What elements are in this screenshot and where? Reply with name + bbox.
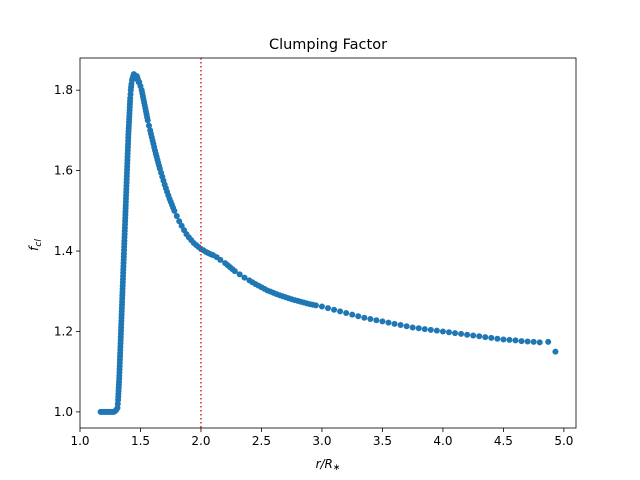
- data-point: [349, 311, 356, 318]
- data-point: [144, 117, 151, 124]
- data-point: [176, 218, 183, 225]
- data-point: [500, 336, 507, 343]
- data-point: [391, 320, 398, 327]
- data-point: [488, 334, 495, 341]
- data-point: [524, 338, 531, 345]
- y-tick-label: 1.0: [54, 405, 73, 419]
- data-point: [355, 313, 362, 320]
- data-point: [173, 213, 180, 220]
- data-point: [312, 302, 319, 309]
- data-point: [397, 322, 404, 329]
- data-point: [337, 308, 344, 315]
- data-point: [217, 256, 224, 263]
- data-point: [409, 324, 416, 331]
- data-point: [482, 334, 489, 341]
- data-point: [241, 274, 248, 281]
- data-point: [494, 335, 501, 342]
- data-point: [171, 207, 178, 214]
- data-point: [464, 331, 471, 338]
- data-point: [318, 303, 325, 310]
- x-tick-label: 4.0: [433, 434, 452, 448]
- x-tick-label: 5.0: [554, 434, 573, 448]
- data-point: [439, 328, 446, 335]
- y-axis-ticks: 1.0 1.2 1.4 1.6 1.8: [54, 83, 80, 419]
- data-point: [415, 325, 422, 332]
- data-point: [445, 329, 452, 336]
- y-tick-label: 1.2: [54, 324, 73, 338]
- data-point: [331, 306, 338, 313]
- data-point: [476, 333, 483, 340]
- data-point: [470, 332, 477, 339]
- chart-title: Clumping Factor: [269, 37, 387, 53]
- y-tick-label: 1.6: [54, 164, 73, 178]
- data-point: [361, 314, 368, 321]
- data-point: [385, 319, 392, 326]
- data-point: [512, 337, 519, 344]
- data-point: [452, 330, 459, 337]
- data-point: [403, 323, 410, 330]
- x-tick-label: 2.5: [252, 434, 271, 448]
- y-tick-label: 1.8: [54, 83, 73, 97]
- x-tick-label: 3.0: [312, 434, 331, 448]
- data-point: [231, 268, 238, 275]
- data-point: [145, 122, 152, 129]
- data-point: [518, 338, 525, 345]
- data-point: [433, 327, 440, 334]
- data-point: [379, 318, 386, 325]
- y-tick-label: 1.4: [54, 244, 73, 258]
- data-point: [325, 305, 331, 312]
- data-point: [421, 326, 428, 333]
- data-point: [536, 339, 543, 346]
- data-point: [506, 336, 513, 343]
- data-point: [236, 271, 243, 278]
- data-point: [178, 222, 185, 229]
- axes-frame: [79, 57, 577, 429]
- data-point: [343, 309, 350, 316]
- x-tick-label: 4.5: [494, 434, 513, 448]
- data-point: [545, 338, 552, 345]
- scatter-points: [97, 71, 559, 415]
- x-tick-label: 2.0: [191, 434, 210, 448]
- data-point: [373, 317, 380, 324]
- data-point: [458, 330, 465, 337]
- data-point: [427, 326, 434, 333]
- x-tick-label: 3.5: [373, 434, 392, 448]
- data-point: [530, 338, 537, 345]
- plot-area: [79, 57, 577, 429]
- x-axis-ticks: 1.0 1.5 2.0 2.5 3.0 3.5 4.0 4.5 5.0: [70, 428, 573, 448]
- data-point: [367, 316, 374, 323]
- data-point: [552, 348, 559, 355]
- x-tick-label: 1.0: [70, 434, 89, 448]
- x-tick-label: 1.5: [131, 434, 150, 448]
